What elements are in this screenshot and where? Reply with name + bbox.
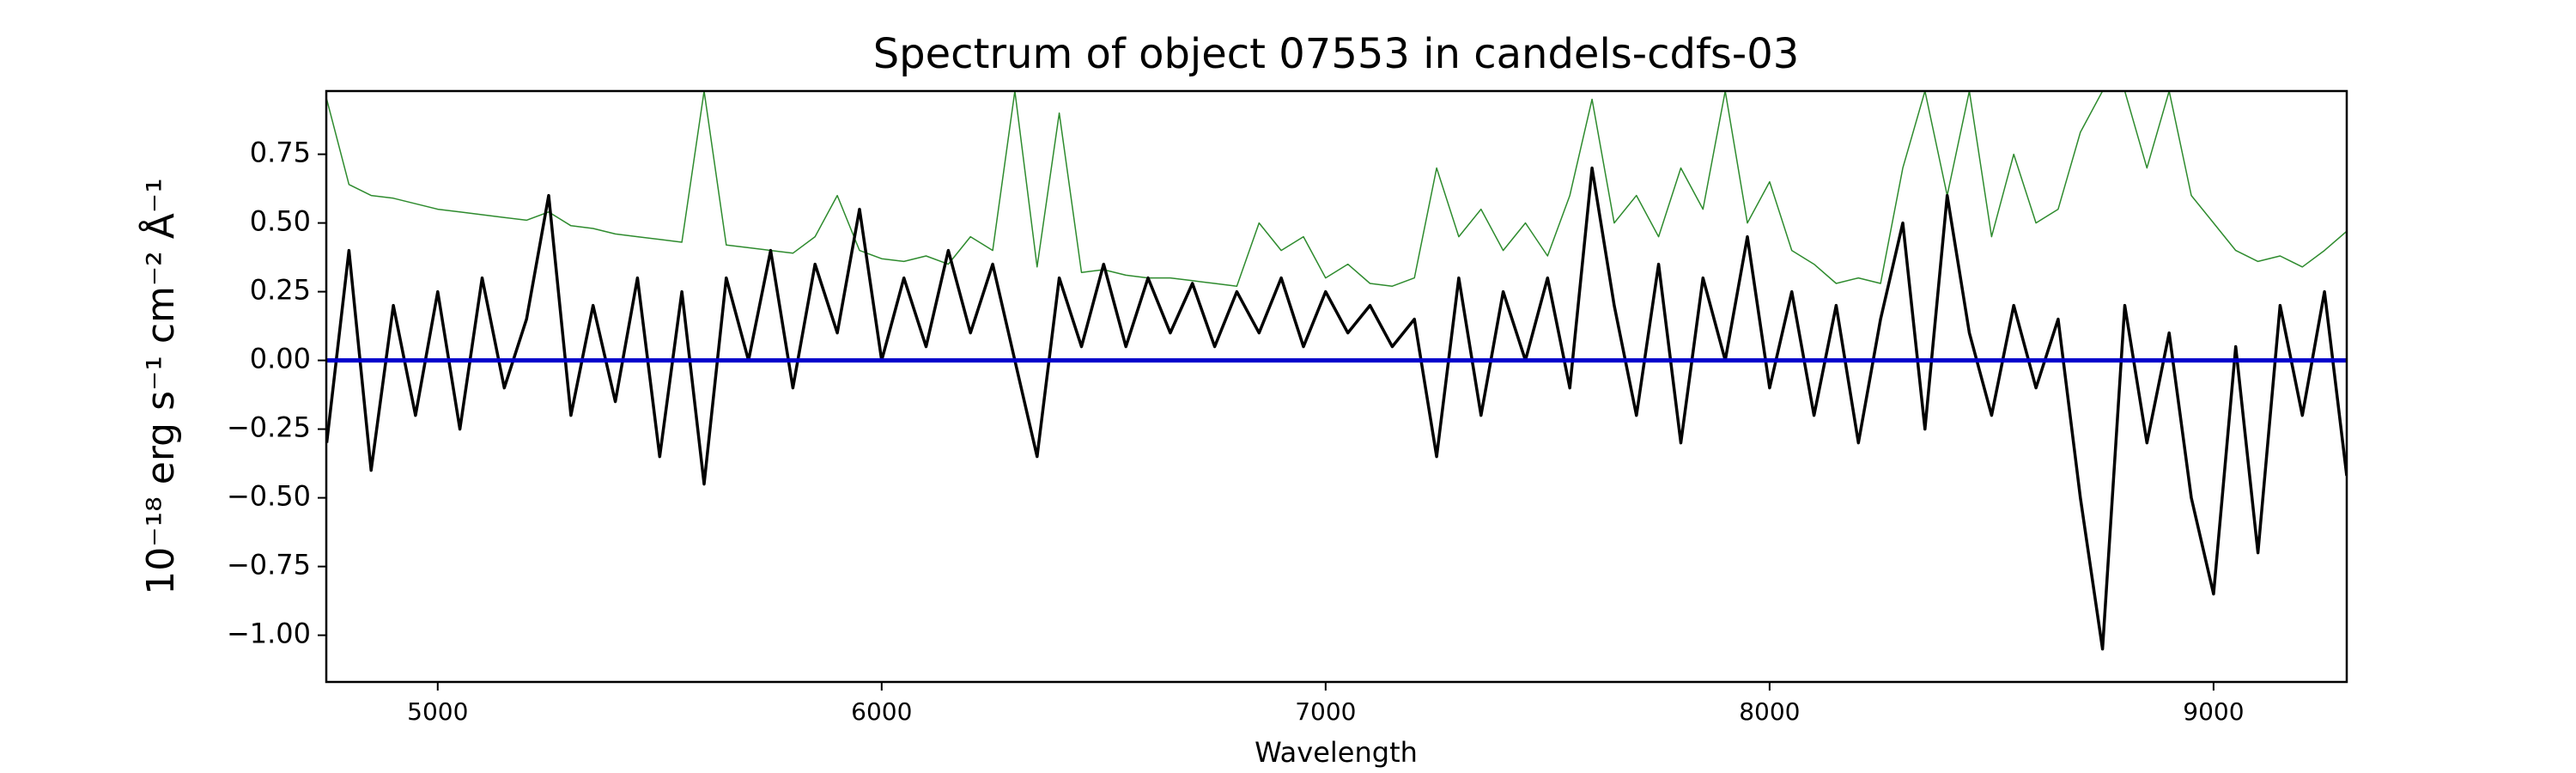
x-tick-label: 8000 bbox=[1739, 697, 1800, 726]
x-axis-label: Wavelength bbox=[1255, 736, 1418, 769]
x-tick-label: 7000 bbox=[1295, 697, 1356, 726]
y-tick-label: −0.75 bbox=[227, 549, 311, 581]
y-tick-label: 0.25 bbox=[250, 274, 311, 307]
spectrum-line bbox=[326, 166, 2347, 651]
plot-frame bbox=[325, 89, 2348, 684]
y-tick-label: −1.00 bbox=[227, 618, 311, 650]
plot-lines bbox=[326, 91, 2347, 651]
chart-title: Spectrum of object 07553 in candels-cdfs… bbox=[873, 30, 1800, 78]
y-tick-label: 0.50 bbox=[250, 205, 311, 238]
x-tick-label: 6000 bbox=[851, 697, 912, 726]
y-tick-label: 0.75 bbox=[250, 137, 311, 169]
y-tick-label: 0.00 bbox=[250, 343, 311, 375]
x-tick-label: 9000 bbox=[2183, 697, 2244, 726]
y-tick-label: −0.50 bbox=[227, 480, 311, 513]
x-tick-label: 5000 bbox=[407, 697, 468, 726]
y-axis-label: 10⁻¹⁸ erg s⁻¹ cm⁻² Å⁻¹ bbox=[137, 178, 183, 594]
y-tick-label: −0.25 bbox=[227, 411, 311, 444]
spectrum-line bbox=[326, 91, 2347, 287]
